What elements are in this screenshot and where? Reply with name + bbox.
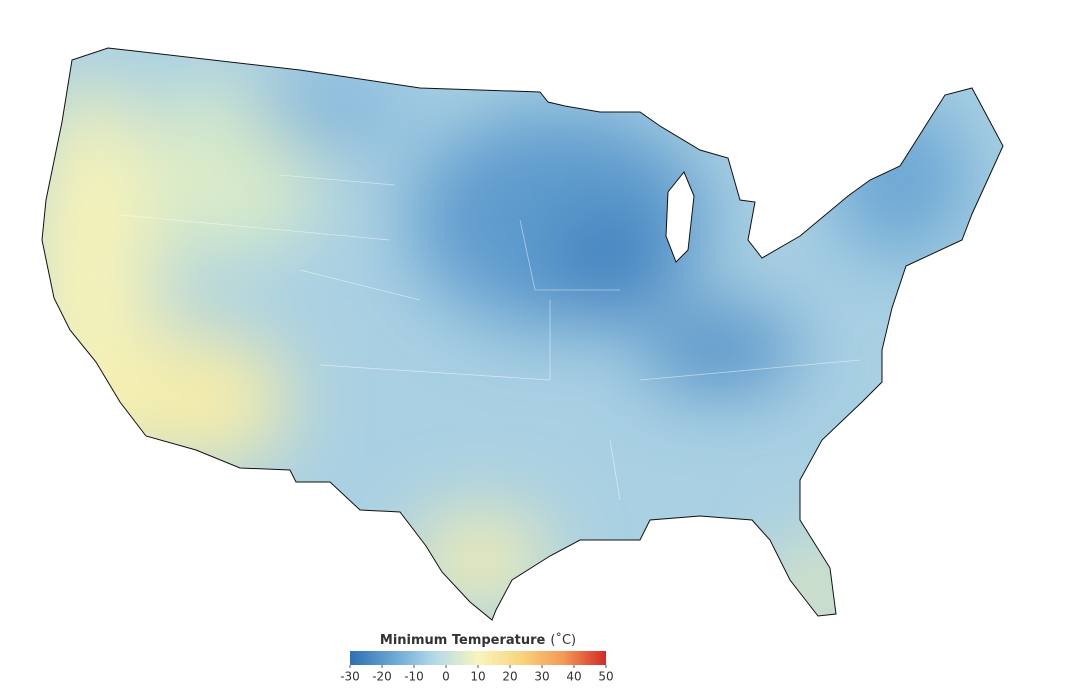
legend-title: Minimum Temperature (˚C) xyxy=(380,632,576,648)
colorbar-tick-label: 50 xyxy=(598,670,613,684)
colorbar-tick-label: 30 xyxy=(534,670,549,684)
colorbar-tick-label: 10 xyxy=(470,670,485,684)
colorbar-tick-label: 0 xyxy=(442,670,450,684)
legend-title-text: Minimum Temperature xyxy=(380,633,546,648)
colorbar-tick-label: -30 xyxy=(340,670,360,684)
colorbar-tick-label: -10 xyxy=(404,670,424,684)
colorbar xyxy=(350,651,606,665)
colorbar-tick-label: 40 xyxy=(566,670,581,684)
legend-unit: (˚C) xyxy=(550,632,576,648)
colorbar-tick-label: 20 xyxy=(502,670,517,684)
colorbar-tick-label: -20 xyxy=(372,670,392,684)
legend: Minimum Temperature (˚C) -30 -20 -10 0 10 20 30… xyxy=(340,632,613,684)
